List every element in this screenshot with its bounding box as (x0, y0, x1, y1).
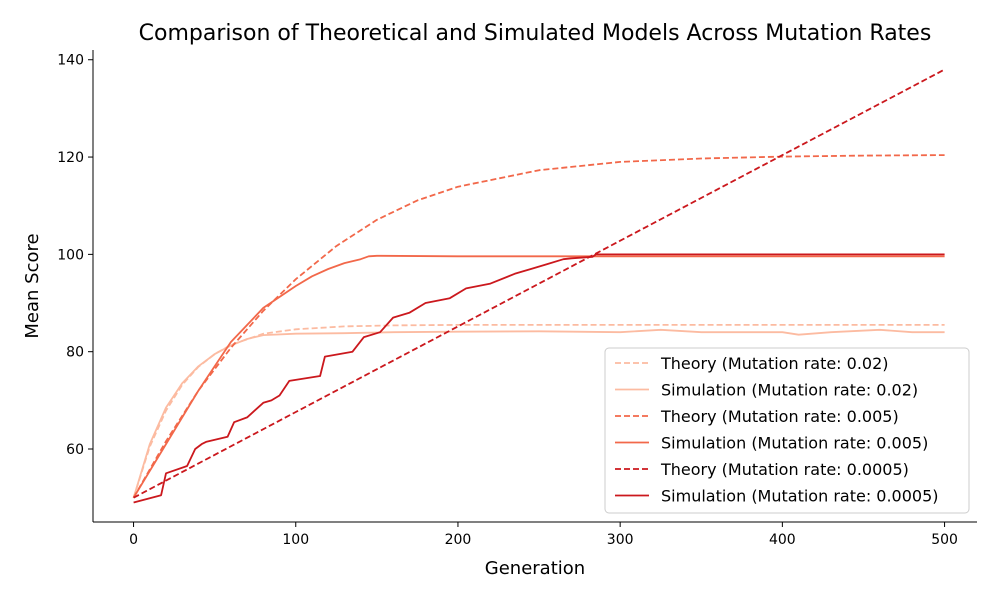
legend-label-4: Simulation (Mutation rate: 0.005) (661, 434, 928, 453)
series-line-3 (132, 154, 945, 499)
series-layer (132, 68, 946, 504)
y-tick-label: 80 (66, 345, 84, 361)
y-tick-label: 120 (57, 150, 84, 166)
y-axis-title: Mean Score (22, 233, 43, 338)
y-ticks: 60 80 100 120 140 (57, 53, 93, 458)
legend-label-6: Simulation (Mutation rate: 0.0005) (661, 487, 939, 506)
x-axis-title: Generation (485, 558, 585, 579)
series-line-6 (133, 253, 945, 504)
chart-title: Comparison of Theoretical and Simulated … (139, 21, 932, 46)
series-line-4 (132, 254, 945, 499)
y-tick-label: 140 (57, 53, 84, 69)
legend-box (604, 347, 970, 514)
x-ticks: 0 100 200 300 400 500 (129, 522, 958, 548)
legend-label-3: Theory (Mutation rate: 0.005) (660, 407, 899, 426)
x-tick-label: 300 (607, 532, 634, 548)
y-tick-label: 100 (57, 247, 84, 263)
legend: Theory (Mutation rate: 0.02) Simulation (… (604, 347, 970, 514)
x-tick-label: 400 (769, 532, 796, 548)
x-tick-label: 500 (931, 532, 958, 548)
x-tick-label: 100 (282, 532, 309, 548)
series-line-1 (132, 323, 945, 498)
legend-label-2: Simulation (Mutation rate: 0.02) (661, 381, 918, 400)
x-tick-label: 0 (129, 532, 138, 548)
legend-label-1: Theory (Mutation rate: 0.02) (660, 354, 889, 373)
series-line-2 (132, 328, 945, 498)
y-tick-label: 60 (66, 442, 84, 458)
legend-label-5: Theory (Mutation rate: 0.0005) (660, 460, 909, 479)
x-tick-label: 200 (445, 532, 472, 548)
